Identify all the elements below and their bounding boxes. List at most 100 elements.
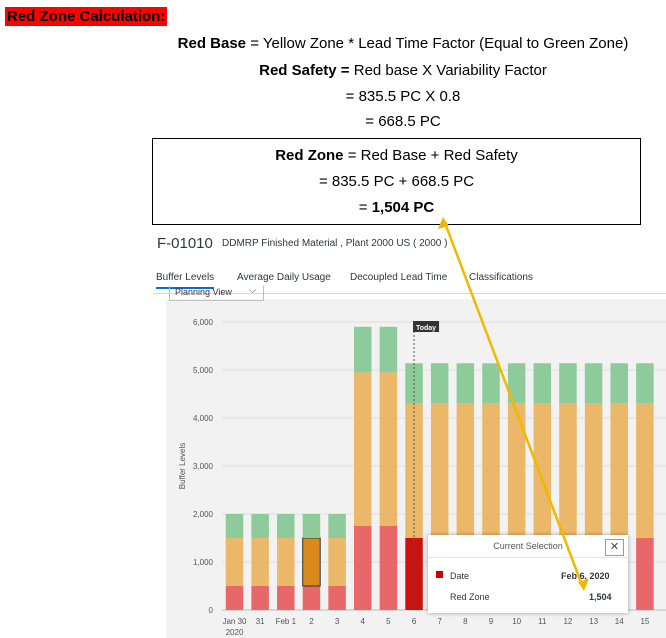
yellow-zone-bar — [354, 372, 372, 526]
x-tick-label: Jan 30 — [222, 617, 247, 626]
green-zone-bar — [482, 363, 500, 404]
material-id: F-01010 — [157, 235, 213, 252]
x-tick-label: 3 — [335, 617, 340, 626]
y-axis-title: Buffer Levels — [178, 443, 187, 490]
x-tick-label: 13 — [589, 617, 598, 626]
tab-buffer-levels[interactable]: Buffer Levels — [156, 272, 215, 289]
x-tick-label: 11 — [538, 617, 547, 626]
green-zone-bar — [251, 514, 269, 538]
y-tick-label: 0 — [209, 606, 214, 615]
red-zone-result-prefix: = — [358, 199, 372, 216]
yellow-zone-bar — [302, 537, 321, 587]
red-zone-bar — [225, 586, 244, 610]
red-base-equation: Red Base = Yellow Zone * Lead Time Facto… — [0, 35, 666, 53]
yellow-zone-bar — [251, 538, 269, 586]
y-tick-label: 3,000 — [193, 462, 214, 471]
red-zone-bar — [379, 526, 398, 610]
green-zone-bar — [584, 363, 603, 404]
x-tick-label: 2 — [309, 617, 314, 626]
red-zone-legend-swatch — [436, 571, 443, 578]
section-heading: Red Zone Calculation: — [5, 7, 168, 26]
current-selection-popover: Current Selection ✕ Date Feb 6, 2020 Red… — [428, 535, 628, 613]
today-marker-label: Today — [416, 325, 436, 332]
view-select-value: Planning View — [175, 287, 232, 297]
red-zone-bar — [302, 586, 321, 610]
red-safety-formula: Red base X Variability Factor — [349, 62, 547, 79]
green-zone-bar — [430, 363, 449, 404]
green-zone-bar — [456, 363, 475, 404]
date-label: Date — [450, 571, 470, 581]
yellow-zone-bar — [533, 403, 552, 538]
material-description: DDMRP Finished Material , Plant 2000 US … — [222, 238, 448, 249]
yellow-zone-bar — [610, 403, 628, 538]
red-zone-bar — [251, 586, 269, 610]
y-tick-label: 6,000 — [193, 318, 214, 327]
green-zone-bar — [277, 514, 295, 538]
red-zone-bar — [405, 537, 423, 610]
red-safety-equation: Red Safety = Red base X Variability Fact… — [0, 62, 666, 80]
x-year-label: 2020 — [226, 628, 244, 637]
red-zone-formula: = Red Base + Red Safety — [343, 147, 518, 164]
red-zone-bar — [277, 586, 295, 610]
red-zone-value: 1,504 — [589, 592, 612, 602]
y-tick-label: 4,000 — [193, 414, 214, 423]
today-marker-badge — [413, 321, 440, 332]
green-zone-bar — [610, 363, 628, 404]
x-tick-label: Feb 1 — [276, 617, 297, 626]
x-tick-label: 9 — [489, 617, 494, 626]
green-zone-bar — [379, 326, 398, 373]
green-zone-bar — [328, 514, 346, 538]
yellow-zone-bar — [456, 403, 475, 538]
tab-decoupled-lead-time[interactable]: Decoupled Lead Time — [350, 272, 448, 283]
red-safety-result: = 668.5 PC — [365, 113, 441, 130]
red-zone-result: = 1,504 PC — [153, 199, 640, 217]
x-tick-label: 10 — [512, 617, 521, 626]
red-zone-term: Red Zone — [275, 147, 344, 164]
yellow-zone-bar — [559, 403, 577, 538]
red-base-formula: = Yellow Zone * Lead Time Factor (Equal … — [246, 35, 629, 52]
yellow-zone-bar — [584, 403, 603, 538]
x-tick-label: 4 — [361, 617, 366, 626]
green-zone-bar — [302, 514, 321, 538]
view-select[interactable]: Planning View ⌵ — [169, 285, 264, 301]
yellow-zone-bar — [405, 403, 423, 538]
yellow-zone-bar — [430, 403, 449, 538]
x-tick-label: 31 — [256, 617, 265, 626]
popover-divider — [428, 557, 628, 558]
x-tick-label: 15 — [640, 617, 649, 626]
yellow-zone-bar — [225, 538, 244, 586]
yellow-zone-bar — [277, 538, 295, 586]
red-base-term: Red Base — [177, 35, 247, 52]
green-zone-bar — [636, 363, 654, 404]
red-zone-bar — [354, 526, 372, 610]
tab-divider — [153, 293, 666, 294]
x-tick-label: 7 — [437, 617, 442, 626]
x-tick-label: 12 — [563, 617, 572, 626]
x-tick-label: 14 — [615, 617, 624, 626]
red-safety-calc: = 835.5 PC X 0.8 — [345, 88, 461, 105]
red-zone-box: Red Zone = Red Base + Red Safety = 835.5… — [152, 138, 641, 225]
red-zone-label: Red Zone — [450, 592, 490, 602]
y-tick-label: 1,000 — [193, 558, 214, 567]
green-zone-bar — [354, 326, 372, 373]
x-tick-label: 5 — [386, 617, 391, 626]
close-icon[interactable]: ✕ — [605, 539, 624, 556]
green-zone-bar — [225, 514, 244, 538]
yellow-zone-bar — [379, 372, 398, 526]
x-tick-label: 6 — [412, 617, 417, 626]
yellow-zone-bar — [507, 403, 526, 538]
y-tick-label: 2,000 — [193, 510, 214, 519]
popover-title: Current Selection — [493, 541, 563, 551]
yellow-zone-bar — [328, 538, 346, 586]
tab-average-daily-usage[interactable]: Average Daily Usage — [237, 272, 331, 283]
x-tick-label: 8 — [463, 617, 468, 626]
green-zone-bar — [507, 363, 526, 404]
red-zone-bar — [636, 537, 654, 610]
red-zone-result-value: 1,504 PC — [371, 199, 435, 216]
red-zone-equation: Red Zone = Red Base + Red Safety — [153, 147, 640, 165]
green-zone-bar — [559, 363, 577, 404]
yellow-zone-bar — [482, 403, 500, 538]
chevron-down-icon: ⌵ — [249, 285, 256, 295]
red-zone-calc: = 835.5 PC + 668.5 PC — [318, 173, 475, 190]
red-zone-bar — [328, 586, 346, 610]
